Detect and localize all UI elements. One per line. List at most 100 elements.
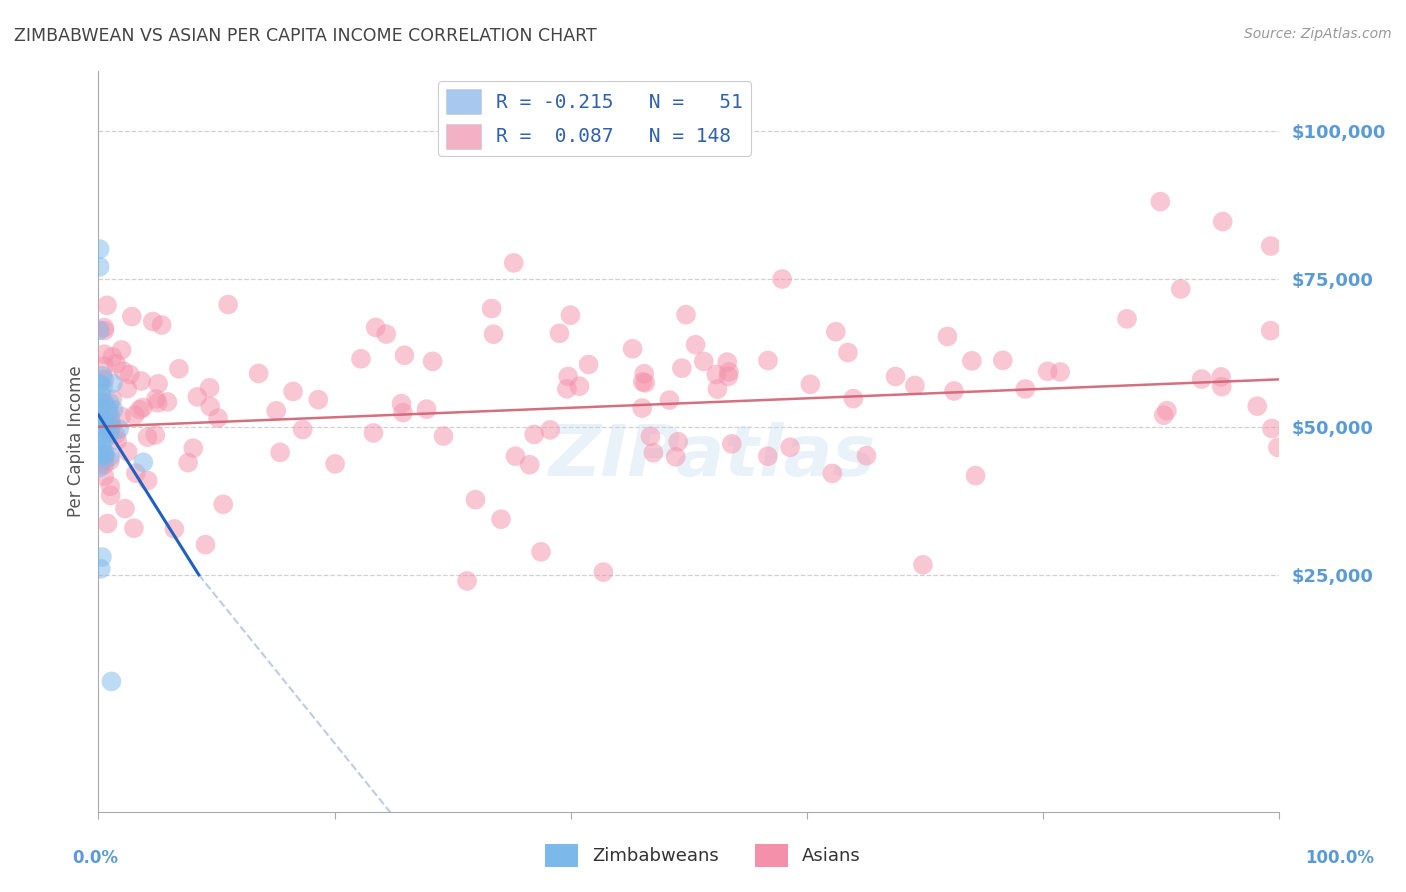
Point [114,501,136,516]
Point [90,396,112,410]
Point [770,272,793,286]
Point [658,392,681,407]
Point [129,374,152,388]
Legend: Zimbabweans, Asians: Zimbabweans, Asians [538,837,868,874]
Point [89,323,111,337]
Point [94,447,117,461]
Point [799,377,821,392]
Point [125,467,148,481]
Point [136,474,159,488]
Point [100,409,122,424]
Point [93,324,115,338]
Point [631,375,654,389]
Point [89,412,111,426]
Point [391,397,413,411]
Point [363,425,385,440]
Point [392,406,415,420]
Point [1170,282,1192,296]
Point [350,351,373,366]
Point [824,325,846,339]
Point [89,417,111,432]
Point [96,401,118,415]
Point [146,376,169,391]
Text: 0.0%: 0.0% [73,849,118,867]
Point [1211,370,1233,384]
Point [110,343,132,357]
Point [103,402,125,417]
Point [631,401,654,415]
Point [93,413,115,427]
Point [548,326,571,341]
Point [364,320,387,334]
Point [93,458,115,472]
Point [142,314,165,328]
Point [207,411,229,425]
Point [105,357,128,371]
Point [89,242,111,256]
Point [145,392,167,406]
Point [105,434,128,448]
Point [186,390,208,404]
Point [93,347,115,361]
Point [98,426,121,441]
Point [89,406,111,420]
Point [720,437,742,451]
Point [93,469,115,483]
Point [90,562,112,576]
Point [1267,441,1289,455]
Text: 100.0%: 100.0% [1305,849,1375,867]
Point [560,308,582,322]
Point [291,423,314,437]
Point [1212,214,1234,228]
Point [1014,382,1036,396]
Point [177,456,200,470]
Point [1211,379,1233,393]
Point [91,395,114,409]
Point [538,423,561,437]
Point [90,387,112,401]
Point [91,368,114,383]
Point [481,301,503,316]
Point [666,434,689,449]
Point [1260,324,1282,338]
Point [91,415,114,429]
Point [90,416,112,430]
Point [98,450,121,464]
Point [110,409,132,424]
Point [323,457,346,471]
Point [89,377,111,392]
Text: Source: ZipAtlas.com: Source: ZipAtlas.com [1244,27,1392,41]
Point [943,384,966,398]
Point [716,355,738,369]
Point [482,327,505,342]
Point [717,369,740,384]
Point [568,379,591,393]
Point [89,450,111,465]
Point [121,310,143,324]
Point [94,421,117,435]
Point [456,574,478,588]
Point [143,428,166,442]
Point [156,395,179,409]
Point [90,417,112,432]
Point [415,402,437,417]
Point [212,497,235,511]
Point [685,337,707,351]
Point [89,429,111,443]
Point [821,467,844,481]
Point [779,440,801,454]
Point [1049,365,1071,379]
Point [91,447,114,461]
Point [90,409,112,424]
Point [269,445,291,459]
Point [706,382,728,396]
Point [132,401,155,415]
Point [146,396,169,410]
Point [519,458,541,472]
Point [93,395,115,409]
Point [93,320,115,334]
Point [247,367,270,381]
Point [394,348,416,362]
Point [94,432,117,446]
Point [634,376,657,390]
